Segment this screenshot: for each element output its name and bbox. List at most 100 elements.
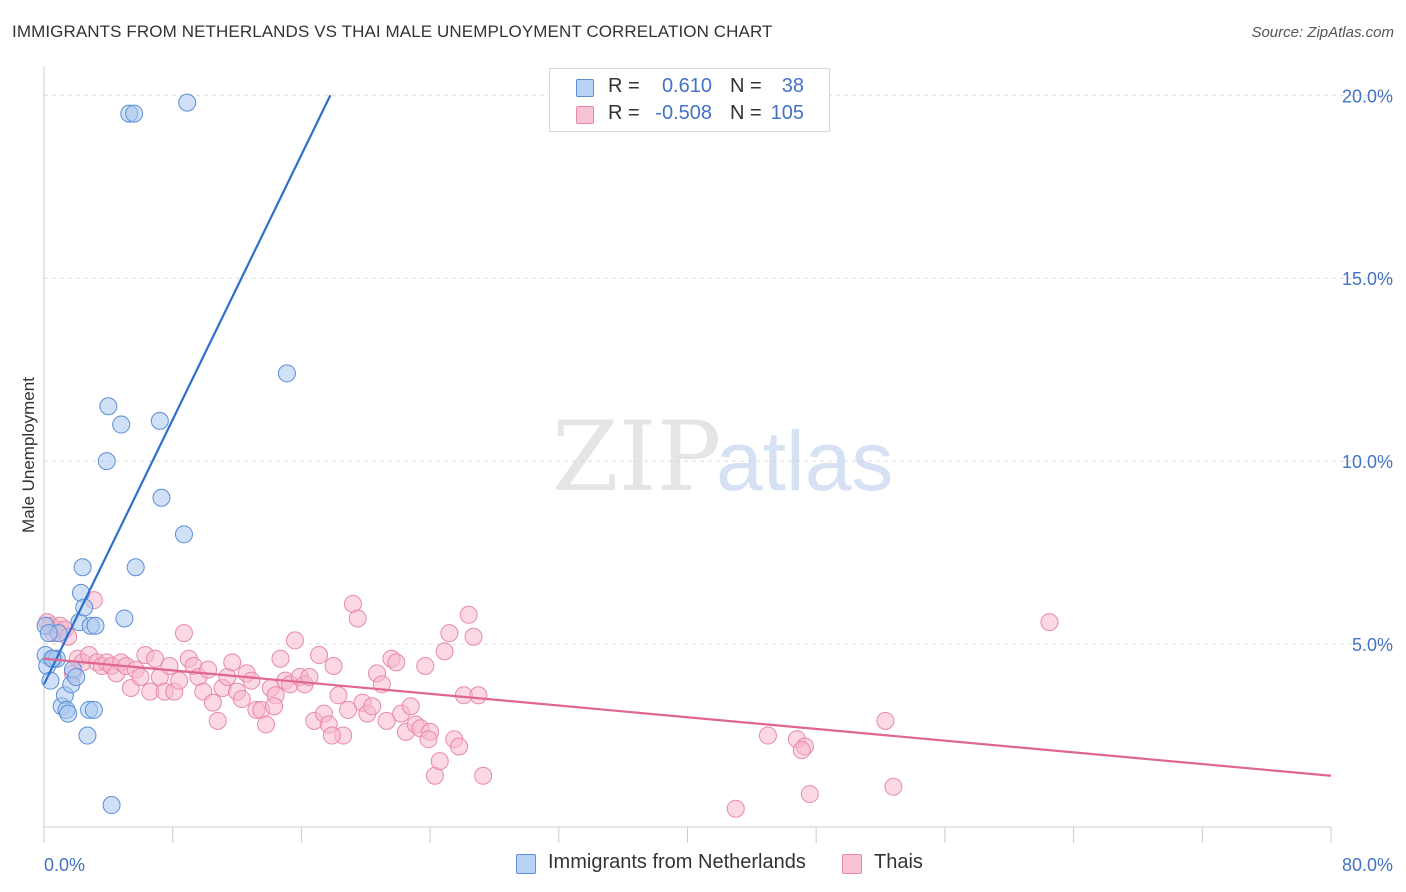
data-point xyxy=(126,558,145,577)
watermark: ZIP atlas xyxy=(552,401,893,513)
data-point xyxy=(322,726,341,745)
data-point xyxy=(1040,613,1059,632)
data-point xyxy=(440,624,459,643)
data-point xyxy=(257,715,276,734)
grid-lines xyxy=(44,94,1392,645)
tick-labels: 5.0% 10.0% 15.0% 20.0% 0.0% 80.0% xyxy=(44,86,1393,875)
data-point xyxy=(203,693,222,712)
data-point xyxy=(112,415,131,434)
data-point xyxy=(430,752,449,771)
data-point xyxy=(800,785,819,804)
data-point xyxy=(419,730,438,749)
legend-r-value: 0.610 xyxy=(661,75,712,97)
data-point xyxy=(474,766,493,785)
legend-label-thais: Thais xyxy=(874,851,923,873)
legend-swatch-blue xyxy=(576,79,594,97)
data-point xyxy=(450,737,469,756)
legend-row-thais: R = -0.508 N = 105 xyxy=(550,102,829,129)
y-tick-label: 10.0% xyxy=(1342,452,1393,472)
data-point xyxy=(324,657,343,676)
data-point xyxy=(170,671,189,690)
y-tick-label: 15.0% xyxy=(1342,269,1393,289)
data-point xyxy=(401,697,420,716)
data-point xyxy=(348,609,367,628)
data-point xyxy=(242,671,261,690)
legend-n-value: 105 xyxy=(770,102,804,124)
data-point xyxy=(67,668,86,686)
data-point xyxy=(39,624,58,643)
data-point xyxy=(339,700,358,719)
data-point xyxy=(99,397,118,416)
data-point xyxy=(310,646,329,665)
legend-r-label: R = xyxy=(608,102,640,124)
data-point xyxy=(726,799,745,818)
data-point xyxy=(223,653,242,672)
trend-line-blue xyxy=(43,94,332,685)
data-point xyxy=(125,104,144,123)
data-point xyxy=(265,697,284,716)
data-point xyxy=(387,653,406,672)
data-point xyxy=(876,711,895,730)
x-tick-label-min: 0.0% xyxy=(44,855,85,875)
watermark-zip: ZIP xyxy=(552,401,721,513)
data-point xyxy=(73,558,92,577)
data-point xyxy=(115,609,134,628)
data-point xyxy=(277,364,296,383)
data-point xyxy=(435,642,454,661)
data-point xyxy=(131,668,150,686)
data-point xyxy=(285,631,304,650)
legend-label-netherlands: Immigrants from Netherlands xyxy=(548,851,806,873)
y-tick-label: 20.0% xyxy=(1342,86,1393,106)
data-point xyxy=(72,583,91,602)
data-point xyxy=(178,93,197,112)
data-point xyxy=(792,741,811,760)
x-tick-label-max: 80.0% xyxy=(1342,855,1393,875)
source-label: Source: ZipAtlas.com xyxy=(1251,24,1394,41)
data-point xyxy=(86,616,105,635)
series-legend: Immigrants from Netherlands Thais xyxy=(0,851,1406,879)
correlation-legend: R = 0.610 N = 38 R = -0.508 N = 105 xyxy=(549,68,830,132)
legend-n-label: N = xyxy=(730,75,762,97)
legend-n-label: N = xyxy=(730,102,762,124)
data-point xyxy=(459,605,478,624)
data-point xyxy=(208,711,227,730)
chart-title: IMMIGRANTS FROM NETHERLANDS VS THAI MALE… xyxy=(12,22,773,41)
data-point xyxy=(150,411,169,430)
trend-lines xyxy=(43,94,1332,777)
data-point xyxy=(97,452,116,471)
legend-swatch-pink xyxy=(576,106,594,124)
data-point xyxy=(300,668,319,686)
trend-line-pink xyxy=(43,657,1332,777)
data-point xyxy=(232,689,251,708)
data-point xyxy=(174,624,193,643)
data-point xyxy=(160,657,179,676)
data-point xyxy=(152,488,171,507)
data-point xyxy=(174,525,193,544)
data-point xyxy=(146,649,165,668)
data-point xyxy=(102,796,121,815)
y-tick-label: 5.0% xyxy=(1352,635,1393,655)
data-point xyxy=(271,649,290,668)
data-point xyxy=(199,660,218,679)
legend-r-label: R = xyxy=(608,75,640,97)
data-point xyxy=(469,686,488,705)
data-point xyxy=(78,726,97,745)
legend-r-value: -0.508 xyxy=(655,102,712,124)
data-point xyxy=(41,671,60,690)
data-point xyxy=(884,777,903,796)
data-point xyxy=(84,700,103,719)
legend-row-netherlands: R = 0.610 N = 38 xyxy=(550,75,829,102)
legend-n-value: 38 xyxy=(781,75,804,97)
legend-swatch-blue xyxy=(516,854,536,874)
y-axis-label: Male Unemployment xyxy=(19,377,38,533)
axes xyxy=(43,66,1332,843)
data-point xyxy=(59,704,78,723)
data-point xyxy=(416,657,435,676)
data-point xyxy=(363,697,382,716)
legend-swatch-pink xyxy=(842,854,862,874)
watermark-atlas: atlas xyxy=(716,414,893,508)
data-point xyxy=(758,726,777,745)
data-point xyxy=(377,711,396,730)
data-point xyxy=(329,686,348,705)
